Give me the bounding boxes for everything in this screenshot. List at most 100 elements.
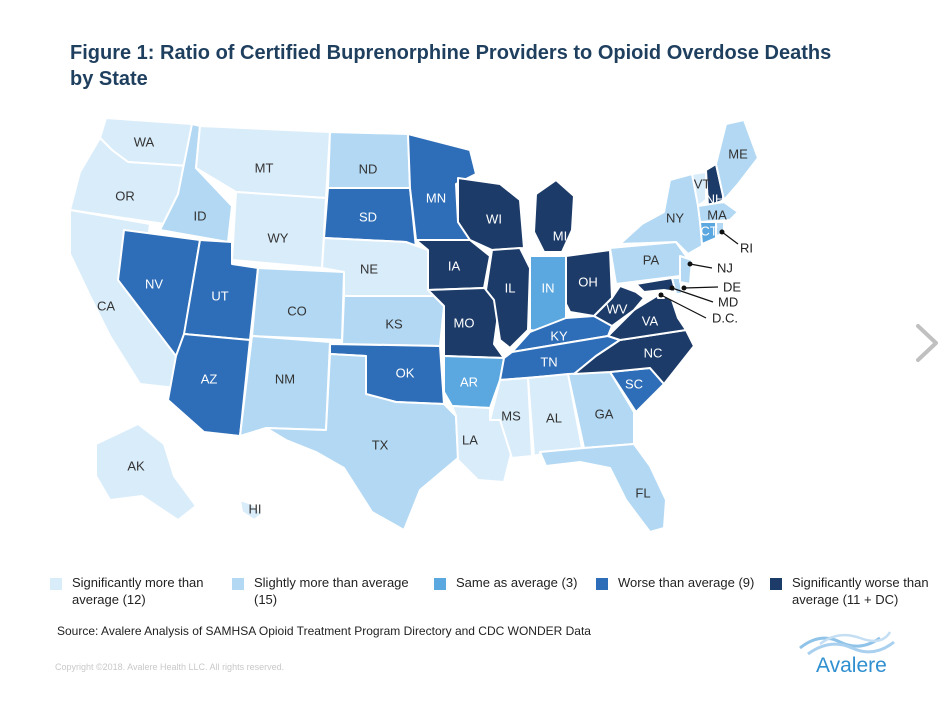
state-label: UT — [211, 289, 228, 304]
state-label: NY — [666, 211, 684, 226]
state-label: TX — [372, 438, 389, 453]
chevron-right-icon[interactable] — [912, 322, 942, 364]
legend-swatch — [232, 578, 244, 590]
state-label: MD — [718, 295, 738, 310]
state-label: AR — [460, 375, 478, 390]
legend: Significantly more than average (12) Sli… — [50, 574, 940, 618]
state-label: D.C. — [712, 311, 738, 326]
legend-label: Significantly worse than average (11 + D… — [792, 575, 929, 607]
state-label: WV — [607, 302, 628, 317]
leader-dot-RI — [719, 229, 725, 235]
state-IL — [485, 247, 531, 349]
state-label: SC — [625, 377, 643, 392]
figure-title: Figure 1: Ratio of Certified Buprenorphi… — [70, 42, 832, 90]
legend-item-same: Same as average (3) — [434, 574, 594, 591]
legend-swatch — [50, 578, 62, 590]
state-label: NC — [644, 346, 663, 361]
state-label: ME — [728, 147, 748, 162]
state-label: MS — [501, 409, 521, 424]
state-label: IL — [505, 281, 516, 296]
leader-MD — [671, 287, 714, 303]
state-label: LA — [462, 433, 478, 448]
state-label: MI — [553, 229, 567, 244]
state-label: ND — [359, 162, 378, 177]
state-WV — [593, 285, 645, 327]
state-label: VA — [642, 314, 659, 329]
state-label: HI — [249, 502, 262, 517]
state-label: WY — [268, 231, 289, 246]
state-NJ — [679, 255, 693, 285]
state-TX — [265, 353, 459, 531]
state-HI — [239, 499, 263, 521]
state-VA — [607, 293, 687, 341]
avalere-wave-logo-icon — [799, 631, 895, 656]
state-label: NV — [145, 277, 163, 292]
state-CT — [699, 221, 717, 245]
state-label: MN — [426, 191, 446, 206]
state-label: OK — [396, 366, 415, 381]
legend-item-slight-more: Slightly more than average (15) — [232, 574, 422, 608]
copyright-note: Copyright ©2018. Avalere Health LLC. All… — [55, 662, 285, 672]
state-label: TN — [540, 355, 557, 370]
leader-NJ — [689, 263, 713, 269]
leader-RI — [721, 231, 739, 245]
state-labels: WA OR CA MT WY NE MS AL LA AK HI VT ID N… — [97, 135, 753, 517]
leader-dot-MD — [669, 285, 675, 291]
state-label: SD — [359, 210, 377, 225]
state-label: RI — [740, 241, 753, 256]
legend-label: Worse than average (9) — [618, 575, 755, 590]
state-label: MA — [707, 208, 727, 223]
state-label: NE — [360, 262, 378, 277]
state-VT — [691, 171, 707, 207]
state-label: MO — [454, 316, 475, 331]
state-label: KS — [385, 317, 403, 332]
legend-label: Significantly more than average (12) — [72, 575, 204, 607]
state-label: IN — [542, 281, 555, 296]
state-label: NJ — [717, 261, 733, 276]
state-label: VT — [694, 177, 711, 192]
legend-label: Same as average (3) — [456, 575, 578, 590]
legend-swatch — [596, 578, 608, 590]
legend-swatch — [434, 578, 446, 590]
state-label: WA — [134, 135, 155, 150]
state-MA — [697, 201, 739, 223]
legend-item-sig-worse: Significantly worse than average (11 + D… — [770, 574, 940, 608]
state-FL — [539, 443, 667, 533]
state-label: OR — [115, 189, 135, 204]
state-label: AZ — [201, 372, 218, 387]
state-label: CA — [97, 299, 115, 314]
state-label: KY — [550, 329, 568, 344]
legend-item-sig-more: Significantly more than average (12) — [50, 574, 220, 608]
state-label: AL — [546, 411, 562, 426]
state-label: PA — [643, 253, 660, 268]
state-label: NH — [706, 192, 725, 207]
leader-DC — [660, 294, 707, 319]
state-label: CT — [700, 224, 717, 239]
state-MD — [635, 277, 677, 293]
logo-wordmark: Avalere — [816, 654, 887, 677]
state-AK — [95, 423, 197, 521]
state-label: CO — [287, 304, 307, 319]
state-ND — [327, 131, 411, 189]
leader-dot-DE — [681, 285, 687, 291]
state-label: ID — [194, 209, 207, 224]
state-LA — [451, 405, 513, 483]
state-label: MT — [255, 161, 274, 176]
state-label: OH — [578, 275, 598, 290]
source-note: Source: Avalere Analysis of SAMHSA Opioi… — [57, 624, 591, 638]
callout-leaders — [658, 229, 739, 319]
state-label: FL — [635, 486, 650, 501]
state-ME — [715, 119, 759, 201]
leader-DE — [683, 286, 719, 289]
state-label: IA — [448, 259, 461, 274]
avalere-logo: Avalere — [790, 628, 920, 684]
state-label: NM — [275, 372, 295, 387]
state-label: WI — [486, 212, 502, 227]
state-label: GA — [595, 407, 614, 422]
legend-item-worse: Worse than average (9) — [596, 574, 776, 591]
state-MI — [533, 179, 575, 253]
leader-dot-DC — [658, 292, 664, 298]
legend-label: Slightly more than average (15) — [254, 575, 409, 607]
state-AZ — [167, 333, 251, 437]
state-NY — [619, 173, 703, 255]
